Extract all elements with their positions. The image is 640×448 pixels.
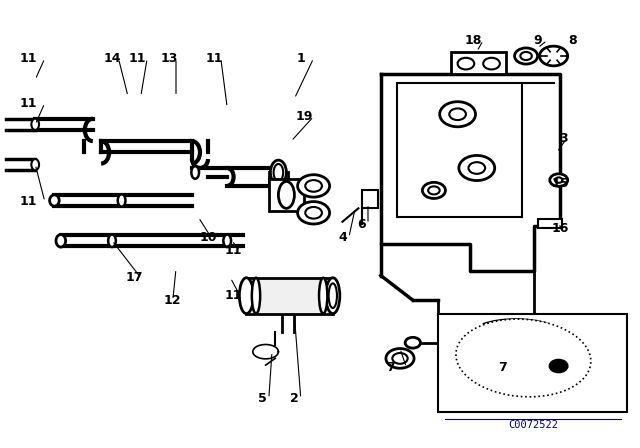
Ellipse shape: [223, 235, 231, 247]
Text: 6: 6: [357, 217, 366, 231]
Ellipse shape: [319, 278, 328, 314]
Text: 2: 2: [290, 392, 299, 405]
Circle shape: [428, 186, 440, 194]
Circle shape: [540, 46, 568, 66]
Circle shape: [422, 182, 445, 198]
Text: 10: 10: [199, 231, 217, 244]
Ellipse shape: [191, 166, 199, 179]
Circle shape: [483, 58, 500, 69]
Text: 11: 11: [205, 52, 223, 65]
Text: 19: 19: [295, 110, 313, 123]
Ellipse shape: [326, 278, 340, 314]
Ellipse shape: [31, 119, 39, 130]
Text: 7: 7: [386, 361, 395, 374]
Text: 4: 4: [338, 231, 347, 244]
Text: 16: 16: [551, 222, 569, 235]
Text: 11: 11: [225, 244, 243, 258]
Text: 18: 18: [465, 34, 483, 47]
Ellipse shape: [273, 164, 283, 181]
Bar: [362, 190, 378, 208]
Text: 3: 3: [559, 132, 568, 146]
Text: 7: 7: [498, 361, 507, 374]
Ellipse shape: [456, 319, 591, 397]
Circle shape: [468, 162, 485, 174]
Circle shape: [520, 324, 548, 344]
Ellipse shape: [50, 195, 60, 206]
Circle shape: [459, 155, 495, 181]
Circle shape: [550, 174, 568, 186]
Ellipse shape: [252, 278, 260, 314]
Text: 11: 11: [20, 52, 38, 65]
Bar: [438, 314, 627, 412]
Circle shape: [298, 202, 330, 224]
Circle shape: [298, 175, 330, 197]
Text: 13: 13: [161, 52, 179, 65]
Text: 1: 1: [296, 52, 305, 65]
Bar: [246, 278, 333, 314]
Text: 11: 11: [225, 289, 243, 302]
Bar: [269, 179, 304, 211]
Circle shape: [449, 108, 466, 120]
Circle shape: [555, 177, 563, 183]
Text: 8: 8: [568, 34, 577, 47]
Ellipse shape: [270, 160, 287, 185]
Circle shape: [405, 337, 420, 348]
Bar: [538, 219, 562, 228]
Ellipse shape: [239, 278, 253, 314]
Text: 12: 12: [164, 293, 182, 307]
Circle shape: [550, 360, 568, 372]
Circle shape: [527, 328, 542, 339]
Ellipse shape: [56, 235, 65, 247]
Circle shape: [305, 180, 322, 192]
Circle shape: [515, 48, 538, 64]
Text: 11: 11: [129, 52, 147, 65]
Circle shape: [386, 349, 414, 368]
Text: 15: 15: [551, 177, 569, 190]
Circle shape: [520, 52, 532, 60]
Text: 14: 14: [103, 52, 121, 65]
Ellipse shape: [329, 284, 337, 308]
Circle shape: [305, 207, 322, 219]
Ellipse shape: [118, 194, 125, 207]
Text: 17: 17: [125, 271, 143, 284]
Ellipse shape: [31, 159, 39, 170]
Ellipse shape: [108, 235, 116, 247]
Circle shape: [392, 353, 408, 364]
Circle shape: [458, 58, 474, 69]
Text: 11: 11: [20, 195, 38, 208]
Text: C0072522: C0072522: [508, 420, 558, 430]
Text: 11: 11: [20, 96, 38, 110]
Text: 9: 9: [533, 34, 542, 47]
Ellipse shape: [278, 181, 294, 208]
Text: 5: 5: [258, 392, 267, 405]
Circle shape: [440, 102, 476, 127]
Bar: [451, 52, 506, 74]
